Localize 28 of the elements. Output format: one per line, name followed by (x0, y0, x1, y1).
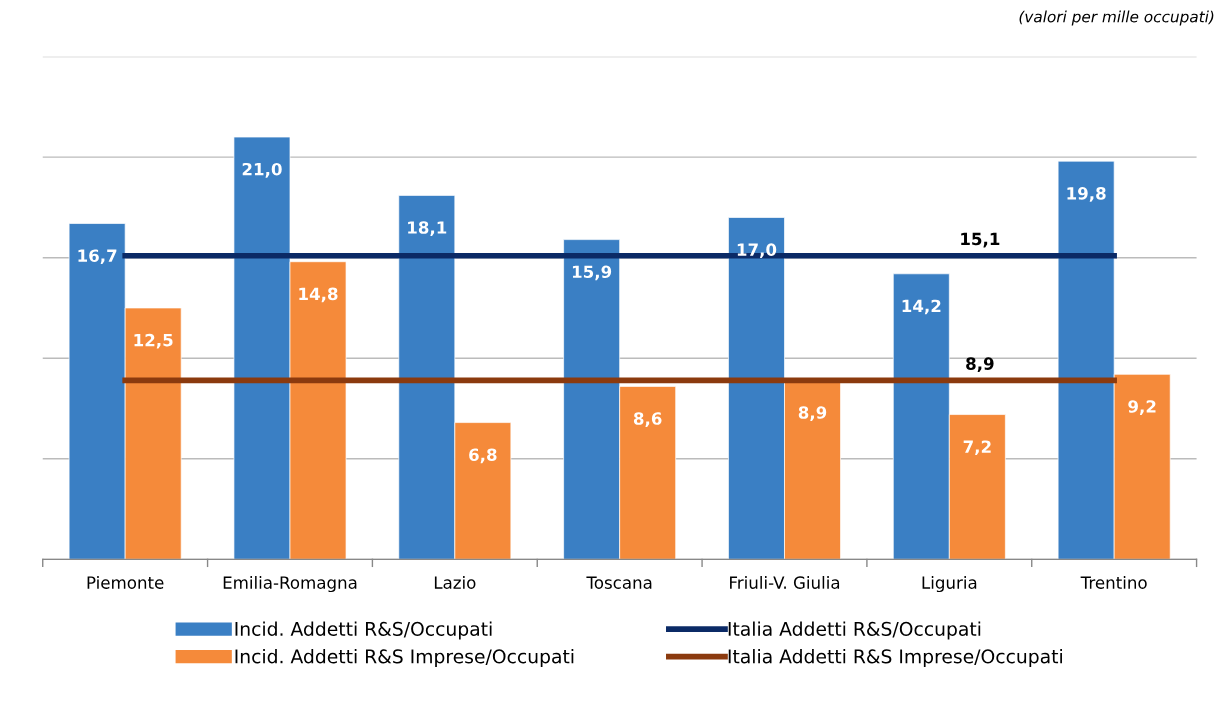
data-label: 14,2 (902, 299, 941, 315)
x-tick-label: Piemonte (87, 575, 164, 589)
data-label: 15,9 (572, 265, 612, 281)
data-label: 16,7 (78, 249, 117, 265)
legend-label: Incid. Addetti R&S/Occupati (235, 621, 492, 640)
legend-label: Italia Addetti R&S Imprese/Occupati (728, 648, 1062, 668)
x-tick-label: Emilia-Romagna (223, 575, 357, 593)
x-tick-label: Liguria (922, 575, 977, 593)
data-label: 6,8 (469, 448, 497, 464)
x-tick-label: Lazio (434, 575, 476, 589)
x-tick-label: Friuli-V. Giulia (730, 575, 840, 589)
data-label: 14,8 (299, 287, 338, 303)
text: (valori per mille occupati) (1019, 10, 1214, 26)
data-label: 18,1 (408, 221, 447, 236)
data-label: 7,2 (963, 440, 991, 456)
data-label: 12,5 (134, 333, 173, 349)
x-tick-label: Toscana (586, 576, 652, 589)
legend-label: Incid. Addetti R&S Imprese/Occupati (235, 648, 574, 668)
data-label: 17,0 (737, 243, 777, 259)
data-label: 8,9 (966, 357, 994, 373)
legend-label: Italia Addetti R&S/Occupati (728, 621, 981, 640)
x-tick-label: Trentino (1080, 575, 1147, 589)
data-label: 8,6 (633, 412, 662, 427)
data-label: 9,2 (1128, 400, 1156, 415)
data-label: 19,8 (1067, 187, 1106, 202)
data-label: 21,0 (242, 162, 282, 178)
data-label: 15,1 (961, 232, 1000, 248)
data-label: 8,9 (798, 406, 827, 421)
